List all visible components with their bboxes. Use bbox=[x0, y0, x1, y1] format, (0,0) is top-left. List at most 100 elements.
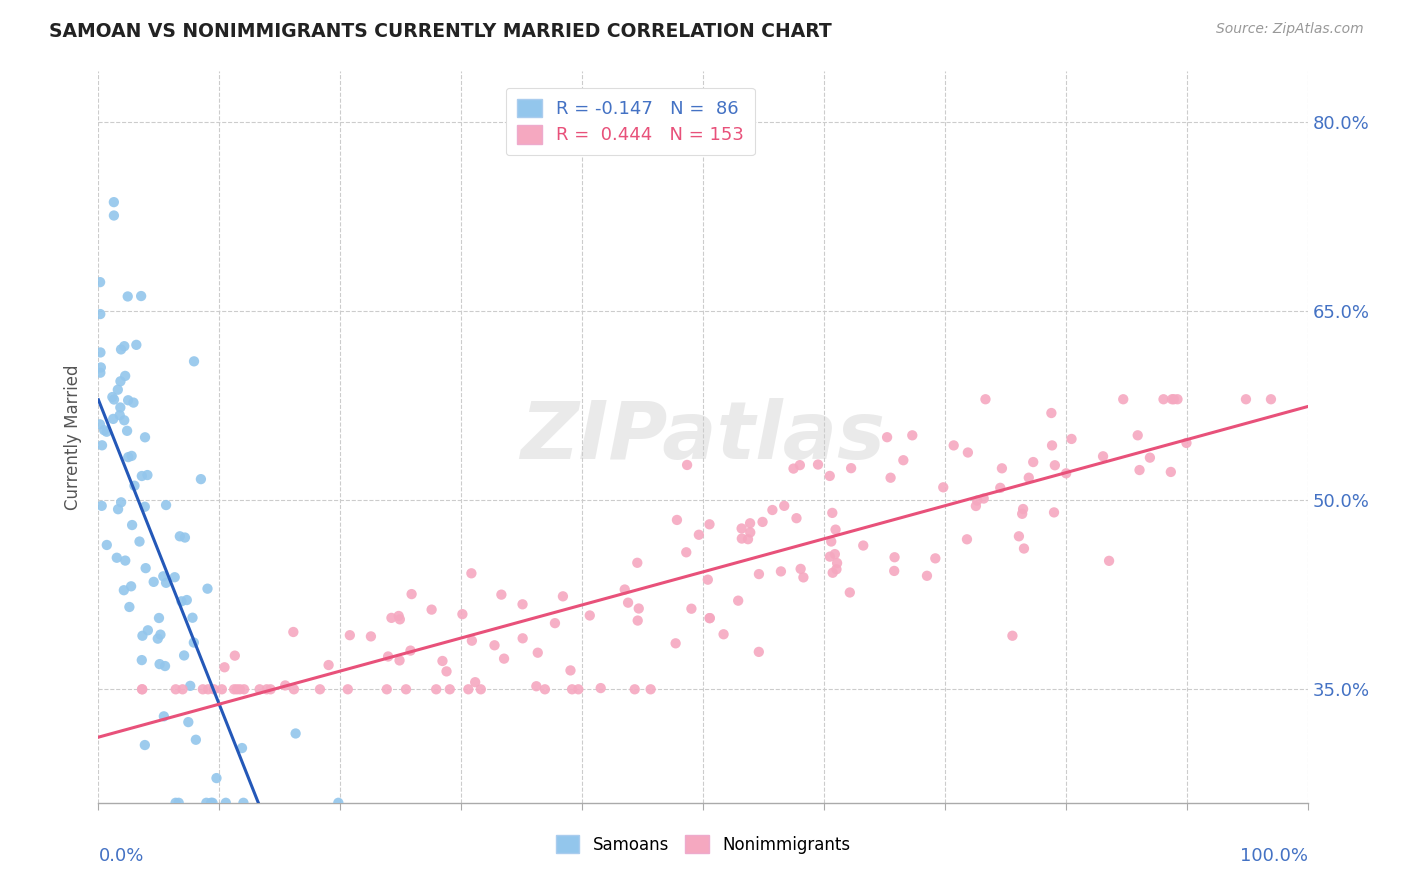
Point bbox=[163, 570, 186, 584]
Point bbox=[121, 449, 143, 463]
Point bbox=[90, 499, 112, 513]
Point bbox=[181, 611, 204, 625]
Point bbox=[274, 678, 297, 692]
Point bbox=[879, 471, 901, 485]
Point bbox=[748, 645, 770, 659]
Point bbox=[825, 562, 848, 576]
Point bbox=[1008, 529, 1031, 543]
Point bbox=[789, 458, 811, 472]
Point bbox=[318, 658, 340, 673]
Point bbox=[93, 423, 115, 437]
Point bbox=[165, 682, 187, 697]
Point bbox=[1040, 438, 1063, 452]
Point bbox=[494, 651, 516, 665]
Point bbox=[114, 553, 136, 567]
Point bbox=[155, 575, 177, 590]
Point bbox=[696, 573, 718, 587]
Point bbox=[233, 682, 256, 697]
Point bbox=[915, 569, 938, 583]
Point bbox=[388, 612, 411, 626]
Point bbox=[627, 601, 650, 615]
Point bbox=[974, 392, 997, 407]
Point bbox=[688, 528, 710, 542]
Point bbox=[699, 517, 721, 532]
Point bbox=[197, 682, 219, 697]
Point bbox=[135, 561, 157, 575]
Point bbox=[309, 682, 332, 697]
Point bbox=[665, 513, 688, 527]
Point bbox=[90, 360, 112, 375]
Point bbox=[748, 567, 770, 582]
Point bbox=[215, 796, 238, 810]
Point bbox=[818, 549, 841, 564]
Point bbox=[101, 390, 124, 404]
Point bbox=[249, 682, 271, 697]
Point bbox=[89, 275, 111, 289]
Point bbox=[231, 741, 253, 756]
Point bbox=[1054, 467, 1077, 481]
Point bbox=[105, 550, 128, 565]
Point bbox=[112, 413, 135, 427]
Point bbox=[1160, 465, 1182, 479]
Point bbox=[120, 579, 142, 593]
Point bbox=[179, 679, 201, 693]
Point bbox=[115, 424, 138, 438]
Point bbox=[360, 629, 382, 643]
Point bbox=[174, 531, 197, 545]
Point bbox=[613, 582, 636, 597]
Point bbox=[122, 395, 145, 409]
Point bbox=[191, 682, 214, 697]
Point bbox=[96, 425, 118, 439]
Point bbox=[96, 538, 118, 552]
Point bbox=[640, 682, 662, 697]
Point bbox=[336, 682, 359, 697]
Point bbox=[792, 570, 814, 584]
Point bbox=[730, 521, 752, 535]
Point bbox=[484, 638, 506, 652]
Point bbox=[589, 681, 612, 695]
Point bbox=[460, 566, 482, 581]
Point bbox=[901, 428, 924, 442]
Point bbox=[388, 653, 411, 667]
Point bbox=[991, 461, 1014, 475]
Point bbox=[966, 493, 988, 508]
Point bbox=[110, 374, 132, 388]
Point bbox=[769, 565, 792, 579]
Point bbox=[103, 412, 125, 426]
Point bbox=[461, 633, 484, 648]
Point bbox=[451, 607, 474, 622]
Point bbox=[560, 664, 582, 678]
Point bbox=[131, 682, 153, 697]
Point bbox=[131, 682, 153, 697]
Point bbox=[110, 401, 132, 415]
Point bbox=[773, 499, 796, 513]
Point bbox=[839, 461, 862, 475]
Point bbox=[1060, 432, 1083, 446]
Point bbox=[699, 611, 721, 625]
Point bbox=[148, 611, 170, 625]
Point bbox=[103, 392, 125, 407]
Text: SAMOAN VS NONIMMIGRANTS CURRENTLY MARRIED CORRELATION CHART: SAMOAN VS NONIMMIGRANTS CURRENTLY MARRIE… bbox=[49, 22, 832, 41]
Point bbox=[380, 611, 402, 625]
Point bbox=[1018, 471, 1040, 485]
Point bbox=[1166, 392, 1188, 407]
Point bbox=[117, 289, 139, 303]
Point bbox=[713, 627, 735, 641]
Point bbox=[973, 491, 995, 506]
Point bbox=[134, 500, 156, 514]
Point bbox=[738, 516, 761, 531]
Point bbox=[1040, 406, 1063, 420]
Point bbox=[1012, 541, 1035, 556]
Point bbox=[283, 682, 305, 697]
Point bbox=[152, 569, 174, 583]
Point bbox=[824, 547, 846, 561]
Point bbox=[129, 289, 152, 303]
Point bbox=[197, 582, 219, 596]
Text: ZIPatlas: ZIPatlas bbox=[520, 398, 886, 476]
Point bbox=[785, 511, 807, 525]
Point bbox=[782, 461, 804, 475]
Point bbox=[1092, 450, 1115, 464]
Point bbox=[214, 660, 236, 674]
Point bbox=[1022, 455, 1045, 469]
Point bbox=[153, 709, 176, 723]
